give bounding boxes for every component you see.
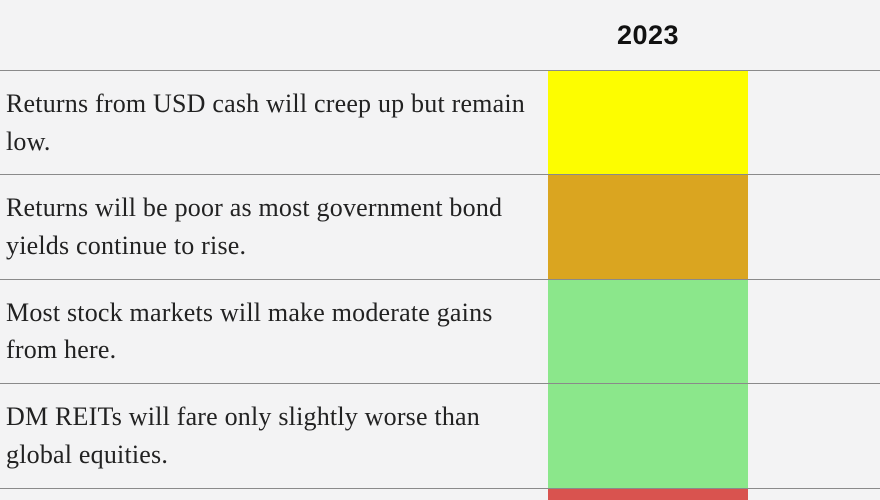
forecast-color-swatch <box>548 280 748 383</box>
forecast-color-swatch <box>548 71 748 174</box>
forecast-table: 2023 Returns from USD cash will creep up… <box>0 0 880 500</box>
forecast-text: Returns from government bonds will <box>0 489 548 500</box>
forecast-text: Returns from USD cash will creep up but … <box>0 71 548 174</box>
table-row: Returns will be poor as most government … <box>0 174 880 278</box>
forecast-text: Returns will be poor as most government … <box>0 175 548 278</box>
table-row-partial: Returns from government bonds will <box>0 488 880 500</box>
forecast-color-swatch <box>548 489 748 500</box>
table-header-row: 2023 <box>0 0 880 70</box>
table-row: Returns from USD cash will creep up but … <box>0 70 880 174</box>
forecast-text: Most stock markets will make moderate ga… <box>0 280 548 383</box>
forecast-color-swatch <box>548 384 748 487</box>
year-header: 2023 <box>548 20 748 51</box>
forecast-text: DM REITs will fare only slightly worse t… <box>0 384 548 487</box>
forecast-color-swatch <box>548 175 748 278</box>
table-row: Most stock markets will make moderate ga… <box>0 279 880 383</box>
table-row: DM REITs will fare only slightly worse t… <box>0 383 880 487</box>
